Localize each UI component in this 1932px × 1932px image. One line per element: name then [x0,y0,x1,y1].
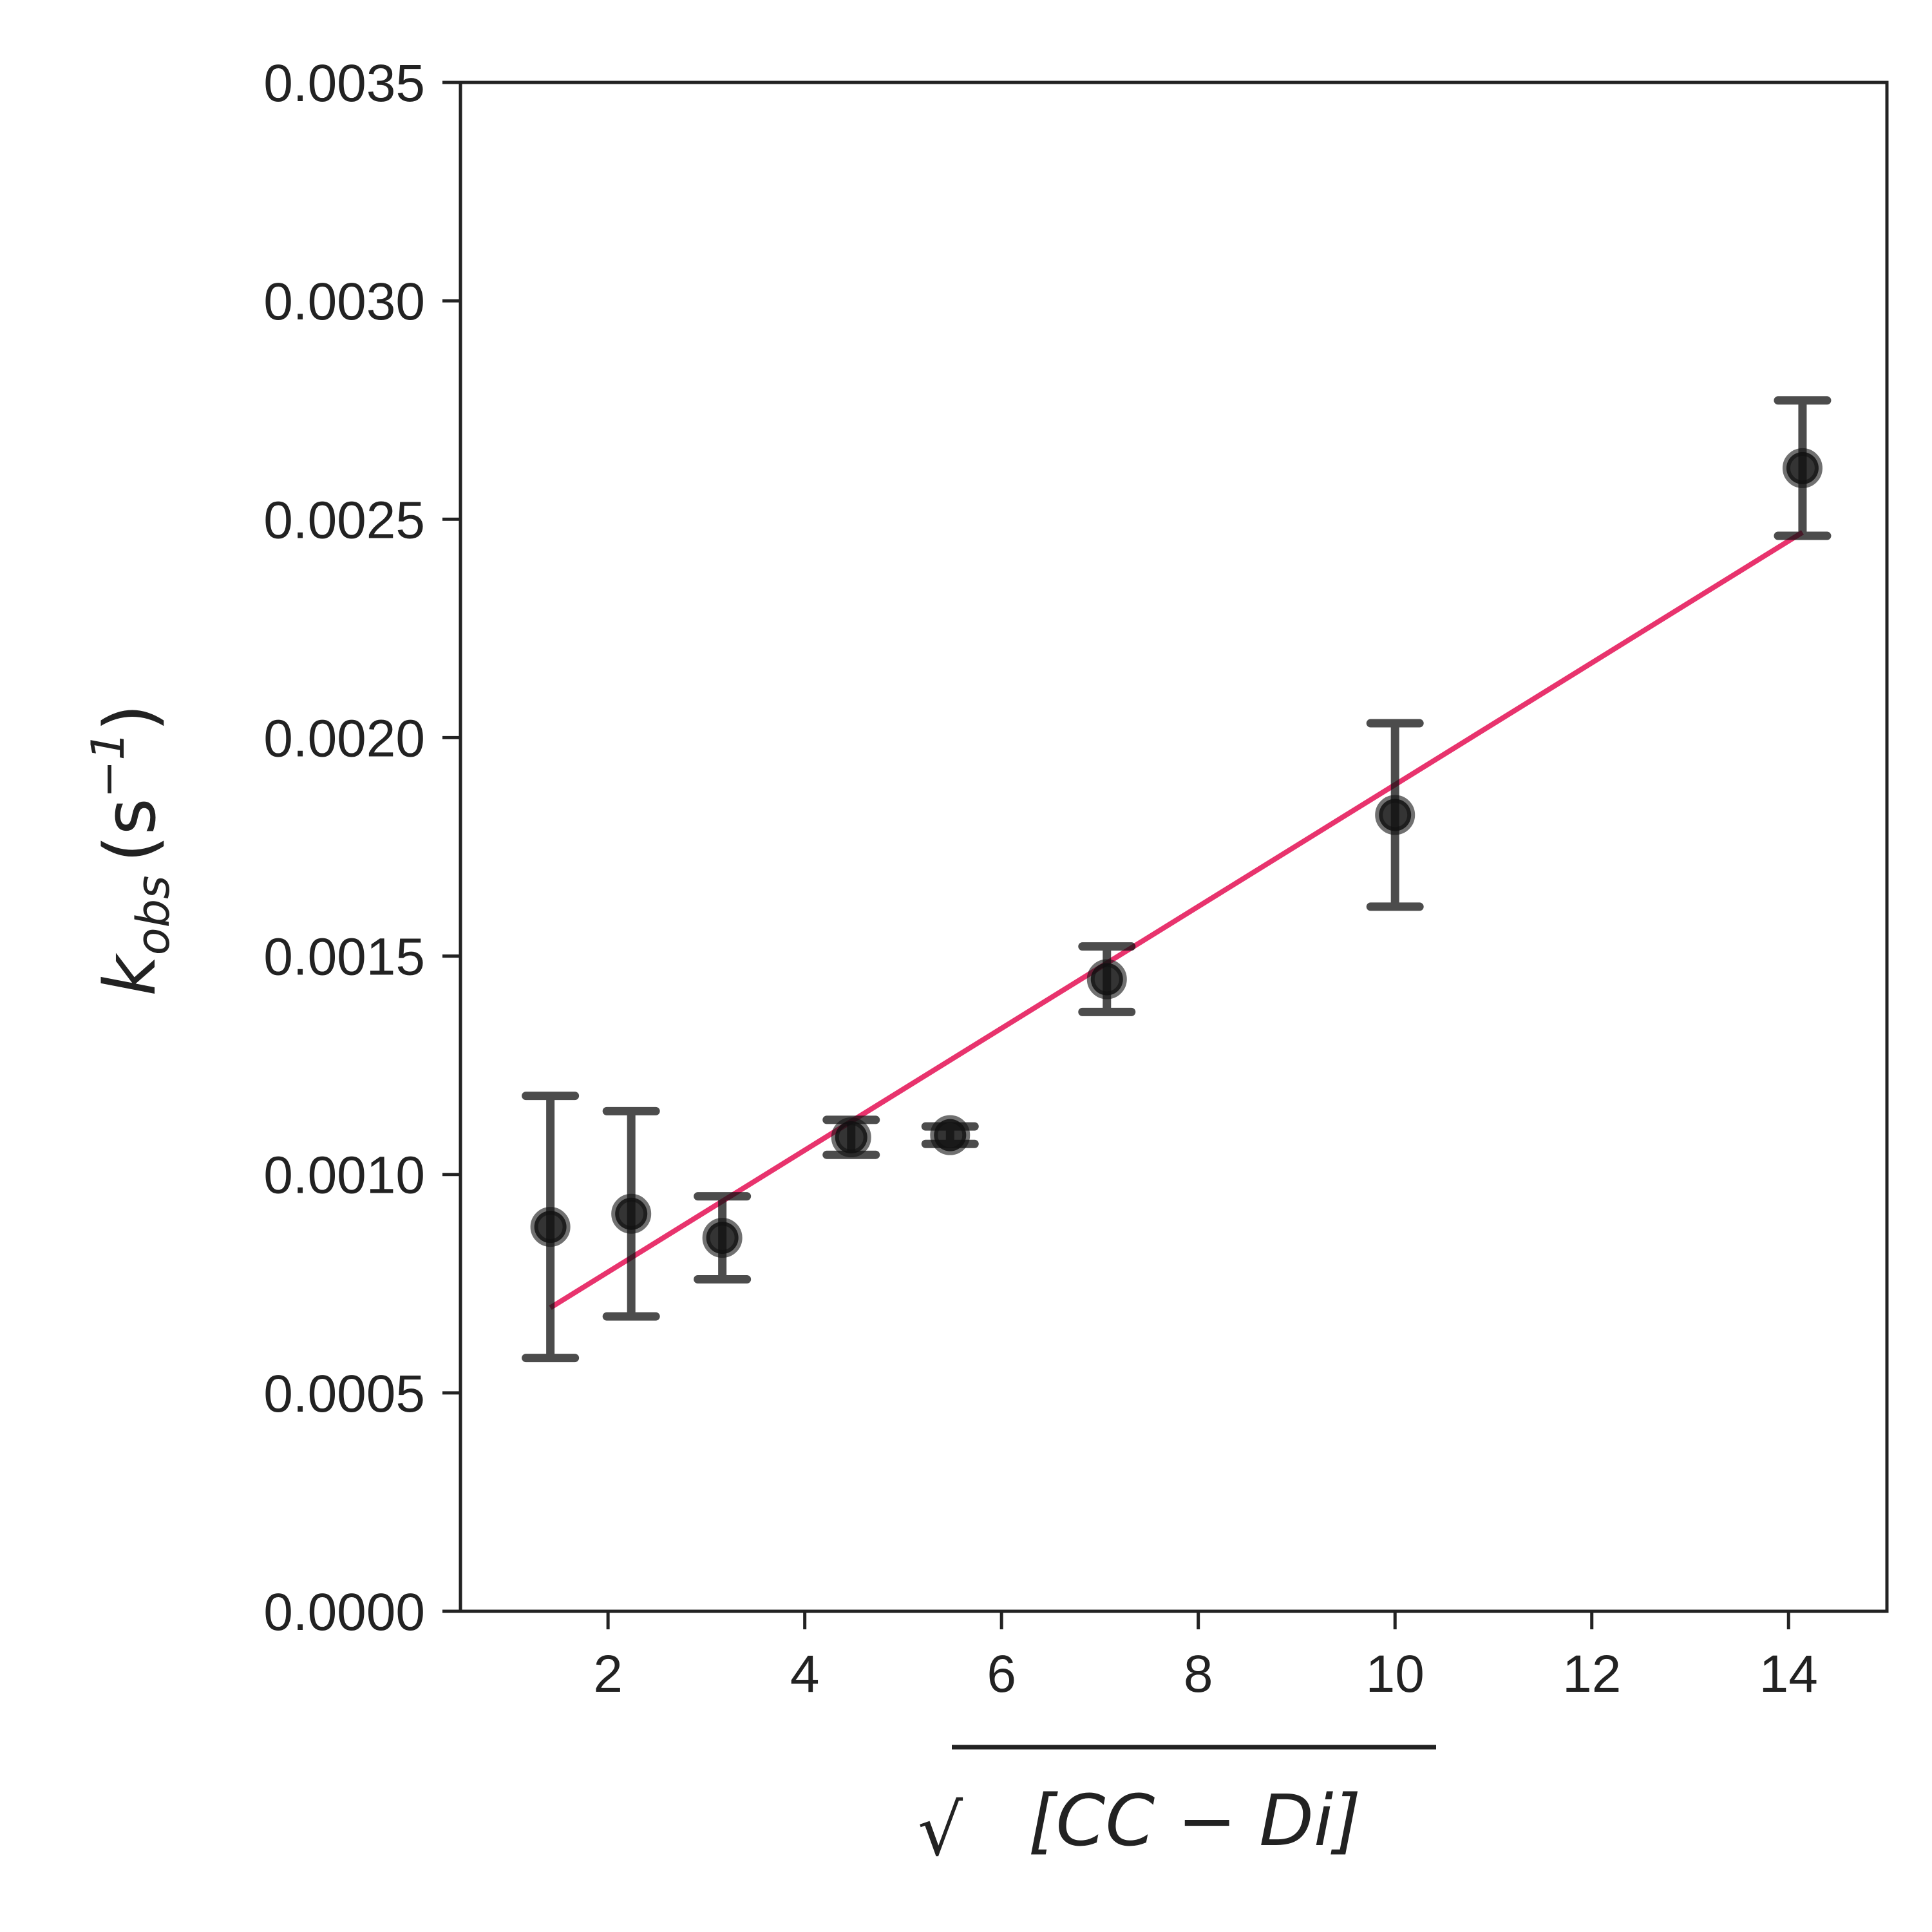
data-point [1375,795,1416,835]
axes-layer [459,80,1889,1613]
data-point [930,1115,971,1155]
x-tick-label: 12 [1562,1645,1621,1703]
y-tick-label: 0.0010 [263,1146,425,1205]
x-tick-label: 8 [1184,1645,1213,1703]
plot-frame [459,80,1889,1613]
x-tick-label: 2 [593,1645,623,1703]
y-axis-label: kobs (s−1) [82,704,180,996]
errorbars-layer [522,396,1832,1363]
x-tick-label: 10 [1366,1645,1425,1703]
data-point [831,1117,871,1158]
data-point [702,1218,743,1258]
y-tick-label: 0.0005 [263,1365,425,1423]
y-tick-label: 0.0035 [263,54,425,113]
y-tick-label: 0.0020 [263,709,425,768]
data-point [611,1193,652,1234]
y-tick-label: 0.0000 [263,1583,425,1642]
y-label-unit-exp: −1 [82,732,135,798]
y-label-symbol: k [89,952,171,996]
fit-line-layer [549,530,1804,1310]
data-point [1782,448,1823,488]
x-tick-label: 4 [790,1645,820,1703]
data-point [530,1207,571,1247]
points-layer [530,448,1823,1258]
data-point [1086,959,1127,999]
y-tick-label: 0.0030 [263,272,425,331]
x-axis-label-text: [CC − Di] [1028,1779,1361,1862]
x-tick-label: 14 [1759,1645,1818,1703]
x-axis-label: √ [CC − Di] [918,1745,1436,1871]
fit-line [549,530,1804,1310]
y-label-subscript: obs [127,875,180,955]
radical-sign: √ [918,1789,963,1871]
y-tick-label: 0.0015 [263,928,425,987]
y-label-unit-close: ) [89,704,171,732]
y-label-unit-open: (s [89,798,171,862]
x-tick-label: 6 [987,1645,1016,1703]
y-tick-label: 0.0025 [263,491,425,549]
ticks-layer: 2 4 6 8 10 12 14 0.0000 0.0005 0.0010 0.0015 0.0020… [263,54,1818,1703]
y-axis-label-text: kobs (s−1) [82,704,180,996]
